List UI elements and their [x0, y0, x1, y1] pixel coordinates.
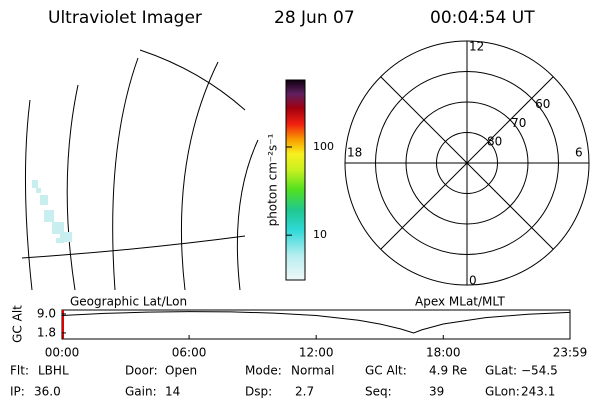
mlat-label: 60 — [535, 97, 550, 111]
timeline-left-label: Geographic Lat/Lon — [70, 295, 187, 309]
info-value: Open — [165, 364, 197, 378]
time: 00:04:54 UT — [430, 8, 535, 28]
info-value: Normal — [291, 364, 334, 378]
colorbar — [285, 79, 306, 281]
aurora-emission — [32, 180, 72, 243]
info-value: 243.1 — [521, 385, 555, 399]
timeline-right-label: Apex MLat/MLT — [415, 295, 505, 309]
mlat-label: 70 — [511, 116, 526, 130]
info-label: Mode: — [245, 364, 282, 378]
x-tick-label: 00:00 — [45, 346, 80, 360]
info-label: Door: — [125, 364, 158, 378]
info-value: −54.5 — [521, 364, 558, 378]
mlt-label: 6 — [575, 146, 583, 160]
y-tick-label: 9.0 — [37, 306, 56, 320]
polar-diagonal — [380, 76, 554, 250]
info-value: 36.0 — [34, 385, 61, 399]
mlt-label: 18 — [347, 146, 362, 160]
x-tick-label: 23:59 — [553, 346, 588, 360]
title: Ultraviolet Imager — [48, 8, 202, 28]
y-tick-label: 1.8 — [37, 325, 56, 339]
mlat-label: 80 — [487, 135, 502, 149]
x-tick-label: 18:00 — [426, 346, 461, 360]
colorbar-label: photon cm⁻²s⁻¹ — [266, 133, 280, 226]
timeline-frame — [61, 309, 571, 340]
info-label: GLat: — [485, 364, 517, 378]
mlt-label: 12 — [469, 40, 484, 54]
date: 28 Jun 07 — [274, 8, 355, 28]
geographic-map — [21, 49, 259, 291]
info-value: 4.9 Re — [429, 364, 467, 378]
info-label: Flt: — [10, 364, 29, 378]
mlat-ring — [375, 71, 559, 255]
info-label: GLon: — [485, 385, 520, 399]
info-value: 39 — [429, 385, 444, 399]
colorbar-tick-label: 10 — [313, 228, 327, 241]
timeline-ylabel: GC Alt — [11, 305, 25, 343]
mlt-label: 0 — [469, 274, 477, 288]
mlat-ring — [405, 101, 529, 225]
info-label: GC Alt: — [365, 364, 407, 378]
info-value: LBHL — [38, 364, 69, 378]
info-label: IP: — [10, 385, 25, 399]
x-tick-label: 12:00 — [299, 346, 334, 360]
info-value: 14 — [165, 385, 180, 399]
info-label: Gain: — [125, 385, 157, 399]
gc-alt-line — [61, 311, 571, 334]
info-label: Seq: — [365, 385, 392, 399]
info-value: 2.7 — [295, 385, 314, 399]
info-label: Dsp: — [245, 385, 272, 399]
mlat-ring — [436, 132, 498, 194]
x-tick-label: 06:00 — [172, 346, 207, 360]
colorbar-tick-label: 100 — [313, 140, 334, 153]
